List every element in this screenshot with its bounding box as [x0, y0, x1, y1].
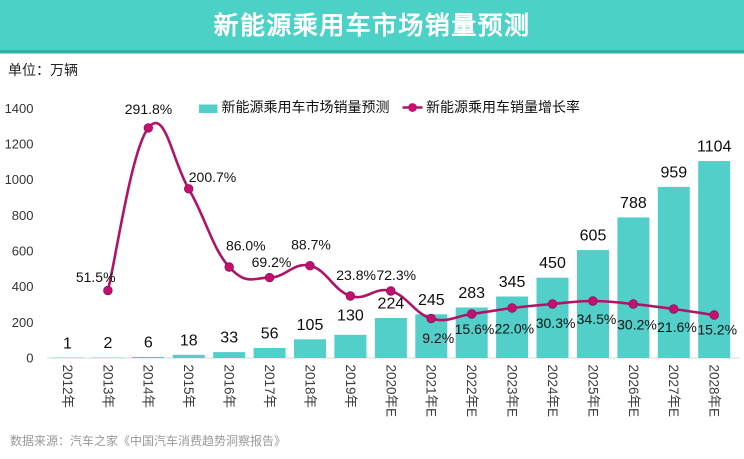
svg-text:1: 1	[63, 335, 72, 352]
svg-text:200: 200	[12, 315, 34, 330]
svg-text:2024年E: 2024年E	[545, 365, 560, 418]
svg-text:23.8%: 23.8%	[336, 267, 376, 283]
svg-text:新能源乘用车销量增长率: 新能源乘用车销量增长率	[426, 99, 580, 115]
svg-text:22.0%: 22.0%	[494, 320, 534, 336]
svg-text:21.6%: 21.6%	[657, 319, 697, 335]
svg-text:200.7%: 200.7%	[189, 169, 236, 185]
svg-text:15.6%: 15.6%	[455, 321, 495, 337]
svg-text:2021年E: 2021年E	[424, 365, 439, 418]
svg-text:959: 959	[660, 164, 687, 181]
svg-text:2017年: 2017年	[262, 365, 277, 409]
svg-text:450: 450	[539, 255, 566, 272]
svg-text:2016年: 2016年	[222, 365, 237, 409]
svg-text:2027年E: 2027年E	[666, 365, 681, 418]
svg-text:2015年: 2015年	[181, 365, 196, 409]
svg-text:72.3%: 72.3%	[376, 267, 416, 283]
svg-text:2012年: 2012年	[60, 365, 75, 409]
svg-text:新能源乘用车市场销量预测: 新能源乘用车市场销量预测	[222, 99, 390, 115]
svg-text:86.0%: 86.0%	[226, 238, 266, 254]
svg-text:51.5%: 51.5%	[76, 269, 116, 285]
svg-text:2026年E: 2026年E	[626, 365, 641, 418]
svg-text:105: 105	[297, 317, 324, 334]
svg-text:2020年E: 2020年E	[383, 365, 398, 418]
svg-text:1000: 1000	[5, 172, 34, 187]
svg-text:2019年: 2019年	[343, 365, 358, 409]
svg-text:2022年E: 2022年E	[464, 365, 479, 418]
svg-text:1400: 1400	[5, 101, 34, 116]
svg-text:788: 788	[620, 195, 647, 212]
svg-text:1200: 1200	[5, 137, 34, 152]
svg-text:283: 283	[458, 285, 485, 302]
svg-text:1104: 1104	[697, 139, 732, 156]
svg-text:9.2%: 9.2%	[422, 330, 454, 346]
svg-text:单位：万辆: 单位：万辆	[8, 62, 78, 78]
svg-text:2014年: 2014年	[141, 365, 156, 409]
svg-text:56: 56	[261, 326, 279, 343]
svg-text:34.5%: 34.5%	[577, 311, 617, 327]
svg-text:600: 600	[12, 244, 34, 259]
svg-text:2028年E: 2028年E	[707, 365, 722, 418]
svg-text:291.8%: 291.8%	[125, 101, 172, 117]
svg-text:130: 130	[337, 307, 364, 324]
svg-text:2: 2	[103, 335, 112, 352]
svg-text:33: 33	[220, 330, 238, 347]
svg-text:400: 400	[12, 279, 34, 294]
svg-text:6: 6	[144, 334, 153, 351]
svg-text:0: 0	[26, 351, 33, 366]
svg-text:2023年E: 2023年E	[505, 365, 520, 418]
svg-text:69.2%: 69.2%	[252, 254, 292, 270]
svg-text:800: 800	[12, 208, 34, 223]
svg-text:15.2%: 15.2%	[697, 321, 737, 337]
svg-text:2013年: 2013年	[100, 365, 115, 409]
svg-text:30.3%: 30.3%	[536, 315, 576, 331]
svg-text:224: 224	[378, 296, 405, 313]
svg-text:605: 605	[580, 228, 607, 245]
svg-text:88.7%: 88.7%	[291, 236, 331, 252]
svg-text:245: 245	[418, 292, 445, 309]
svg-text:18: 18	[180, 332, 198, 349]
svg-text:新能源乘用车市场销量预测: 新能源乘用车市场销量预测	[214, 11, 531, 40]
svg-text:2018年: 2018年	[302, 365, 317, 409]
svg-text:数据来源：汽车之家《中国汽车消费趋势洞察报告》: 数据来源：汽车之家《中国汽车消费趋势洞察报告》	[10, 433, 286, 448]
svg-text:345: 345	[499, 274, 526, 291]
svg-text:30.2%: 30.2%	[617, 317, 657, 333]
svg-text:2025年E: 2025年E	[585, 365, 600, 418]
